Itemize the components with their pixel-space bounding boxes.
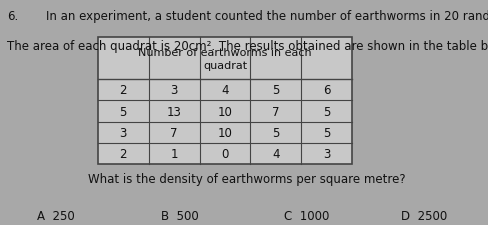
Text: A  250: A 250 [37,209,74,222]
Text: 3: 3 [170,84,178,97]
Text: 6: 6 [322,84,330,97]
Text: In an experiment, a student counted the number of earthworms in 20 random quadra: In an experiment, a student counted the … [46,10,488,23]
Text: 10: 10 [217,105,232,118]
Text: The area of each quadrat is 20cm². The results obtained are shown in the table b: The area of each quadrat is 20cm². The r… [7,39,488,52]
Text: What is the density of earthworms per square metre?: What is the density of earthworms per sq… [88,172,405,185]
Text: 5: 5 [322,105,330,118]
Text: C  1000: C 1000 [283,209,328,222]
Text: 2: 2 [119,147,127,160]
Text: 10: 10 [217,126,232,139]
Text: 3: 3 [119,126,127,139]
Text: 3: 3 [322,147,330,160]
Text: 5: 5 [271,84,279,97]
Text: B  500: B 500 [161,209,199,222]
Text: 1: 1 [170,147,178,160]
Text: 2: 2 [119,84,127,97]
Text: 5: 5 [322,126,330,139]
Text: 7: 7 [170,126,178,139]
Text: 4: 4 [271,147,279,160]
Text: 4: 4 [221,84,228,97]
Text: 6.: 6. [7,10,19,23]
Text: 0: 0 [221,147,228,160]
Text: 7: 7 [271,105,279,118]
Text: 5: 5 [119,105,127,118]
Text: Number of earthworms in each
quadrat: Number of earthworms in each quadrat [138,47,311,71]
Bar [98,38,351,164]
Text: 13: 13 [166,105,181,118]
Text: 5: 5 [271,126,279,139]
Text: D  2500: D 2500 [400,209,447,222]
